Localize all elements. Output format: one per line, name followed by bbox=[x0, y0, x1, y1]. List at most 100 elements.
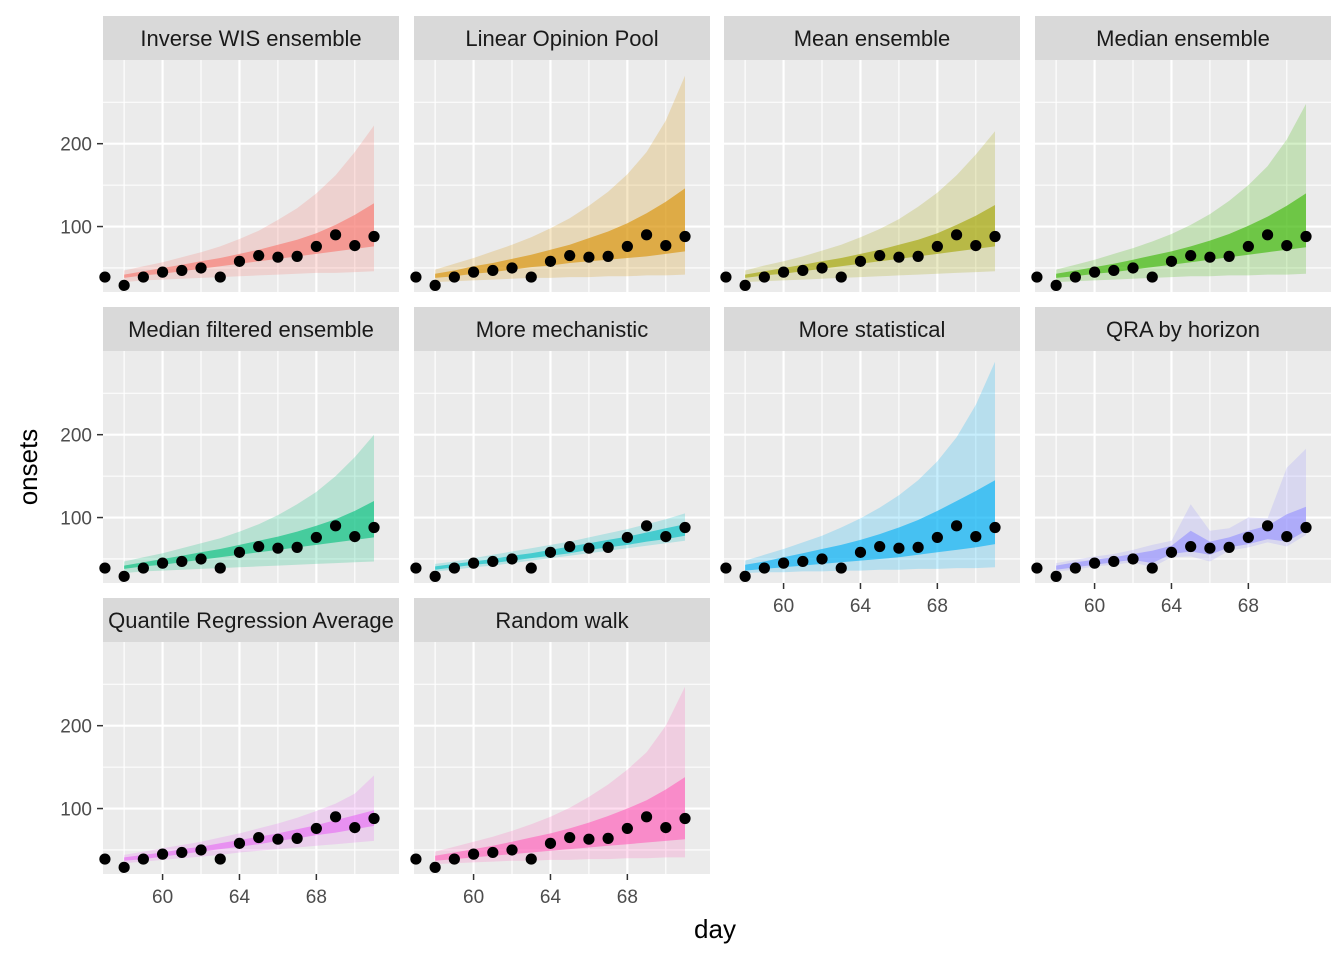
facet-title: Median filtered ensemble bbox=[128, 317, 374, 342]
observed-point bbox=[214, 271, 226, 283]
observed-point bbox=[214, 562, 226, 574]
observed-point bbox=[583, 542, 595, 554]
observed-point bbox=[1300, 521, 1312, 534]
observed-point bbox=[602, 541, 614, 553]
x-tick-label: 68 bbox=[617, 887, 638, 908]
facet-more-statistical: More statistical 60 64 68 bbox=[720, 307, 1020, 617]
observed-point bbox=[989, 521, 1001, 534]
x-tick-label: 68 bbox=[927, 596, 948, 617]
inner-interval-ribbon bbox=[1056, 506, 1306, 570]
observed-point bbox=[660, 531, 672, 543]
inner-interval-ribbon bbox=[1056, 193, 1306, 278]
observed-point bbox=[777, 557, 790, 569]
inner-interval-ribbon bbox=[124, 203, 374, 278]
inner-interval-ribbon bbox=[124, 501, 374, 569]
observed-point bbox=[640, 229, 653, 241]
y-tick-label: 200 bbox=[60, 426, 92, 447]
observed-point bbox=[429, 279, 441, 291]
observed-point bbox=[640, 811, 653, 823]
observed-point bbox=[1223, 250, 1235, 262]
inner-interval-ribbon bbox=[435, 777, 685, 861]
observed-point bbox=[272, 833, 284, 845]
observed-point bbox=[272, 542, 284, 554]
observed-point bbox=[467, 557, 480, 569]
observed-point bbox=[835, 562, 847, 574]
facet-strip bbox=[1035, 307, 1331, 351]
observed-point bbox=[429, 570, 441, 582]
y-tick-label: 200 bbox=[60, 135, 92, 156]
observed-point bbox=[506, 844, 518, 856]
observed-point bbox=[797, 555, 809, 568]
observed-point bbox=[176, 264, 188, 277]
observed-point bbox=[1108, 555, 1120, 568]
observed-point bbox=[291, 250, 303, 262]
y-tick-label: 100 bbox=[60, 509, 92, 530]
observed-point bbox=[544, 255, 557, 267]
observed-point bbox=[1204, 542, 1216, 554]
facet-title: More mechanistic bbox=[476, 317, 648, 342]
observed-points bbox=[410, 520, 691, 582]
x-tick-label: 60 bbox=[773, 596, 794, 617]
observed-point bbox=[1088, 266, 1101, 278]
observed-point bbox=[1127, 553, 1139, 565]
observed-point bbox=[777, 266, 790, 278]
observed-point bbox=[1281, 240, 1293, 252]
observed-point bbox=[506, 553, 518, 565]
observed-point bbox=[621, 822, 633, 835]
observed-point bbox=[621, 531, 633, 544]
observed-point bbox=[931, 240, 943, 253]
observed-point bbox=[1242, 531, 1254, 544]
facet-title: QRA by horizon bbox=[1106, 317, 1260, 342]
observed-point bbox=[118, 570, 130, 582]
observed-point bbox=[874, 540, 886, 553]
observed-point bbox=[195, 553, 207, 565]
observed-point bbox=[448, 562, 460, 574]
observed-point bbox=[137, 562, 149, 574]
observed-point bbox=[156, 557, 169, 569]
observed-point bbox=[253, 540, 265, 553]
observed-point bbox=[176, 555, 188, 568]
observed-point bbox=[931, 531, 943, 544]
facet-inverse-wis-ensemble: Inverse WIS ensemble 100 200 bbox=[60, 16, 399, 292]
observed-point bbox=[660, 240, 672, 252]
facet-strip bbox=[103, 307, 399, 351]
observed-point bbox=[349, 240, 361, 252]
facet-random-walk: Random walk 60 64 68 bbox=[410, 598, 710, 908]
observed-point bbox=[349, 822, 361, 834]
observed-point bbox=[253, 831, 265, 844]
observed-point bbox=[310, 531, 322, 544]
panel-background bbox=[103, 642, 399, 874]
observed-point bbox=[368, 812, 380, 825]
observed-point bbox=[429, 861, 441, 873]
observed-point bbox=[564, 540, 576, 553]
gridlines bbox=[103, 642, 399, 874]
observed-point bbox=[310, 822, 322, 835]
observed-point bbox=[912, 541, 924, 553]
inner-interval-ribbon bbox=[745, 480, 995, 571]
observed-point bbox=[506, 262, 518, 274]
observed-points bbox=[99, 520, 380, 582]
observed-point bbox=[1146, 271, 1158, 283]
observed-point bbox=[99, 562, 111, 574]
facet-title: Random walk bbox=[495, 608, 629, 633]
observed-points bbox=[410, 811, 691, 873]
facet-strip bbox=[103, 598, 399, 642]
observed-point bbox=[525, 853, 537, 865]
observed-point bbox=[1185, 249, 1197, 262]
observed-point bbox=[583, 251, 595, 263]
observed-point bbox=[816, 553, 828, 565]
observed-point bbox=[1242, 240, 1254, 253]
observed-point bbox=[467, 848, 480, 860]
facet-strip bbox=[1035, 16, 1331, 60]
observed-point bbox=[272, 251, 284, 263]
observed-point bbox=[310, 240, 322, 253]
observed-point bbox=[797, 264, 809, 277]
facet-qra-by-horizon: QRA by horizon 60 64 68 bbox=[1031, 307, 1331, 617]
observed-point bbox=[544, 546, 557, 558]
observed-points bbox=[99, 229, 380, 291]
observed-point bbox=[758, 271, 770, 283]
x-tick-label: 68 bbox=[1238, 596, 1259, 617]
observed-point bbox=[329, 811, 342, 823]
observed-point bbox=[1300, 230, 1312, 243]
